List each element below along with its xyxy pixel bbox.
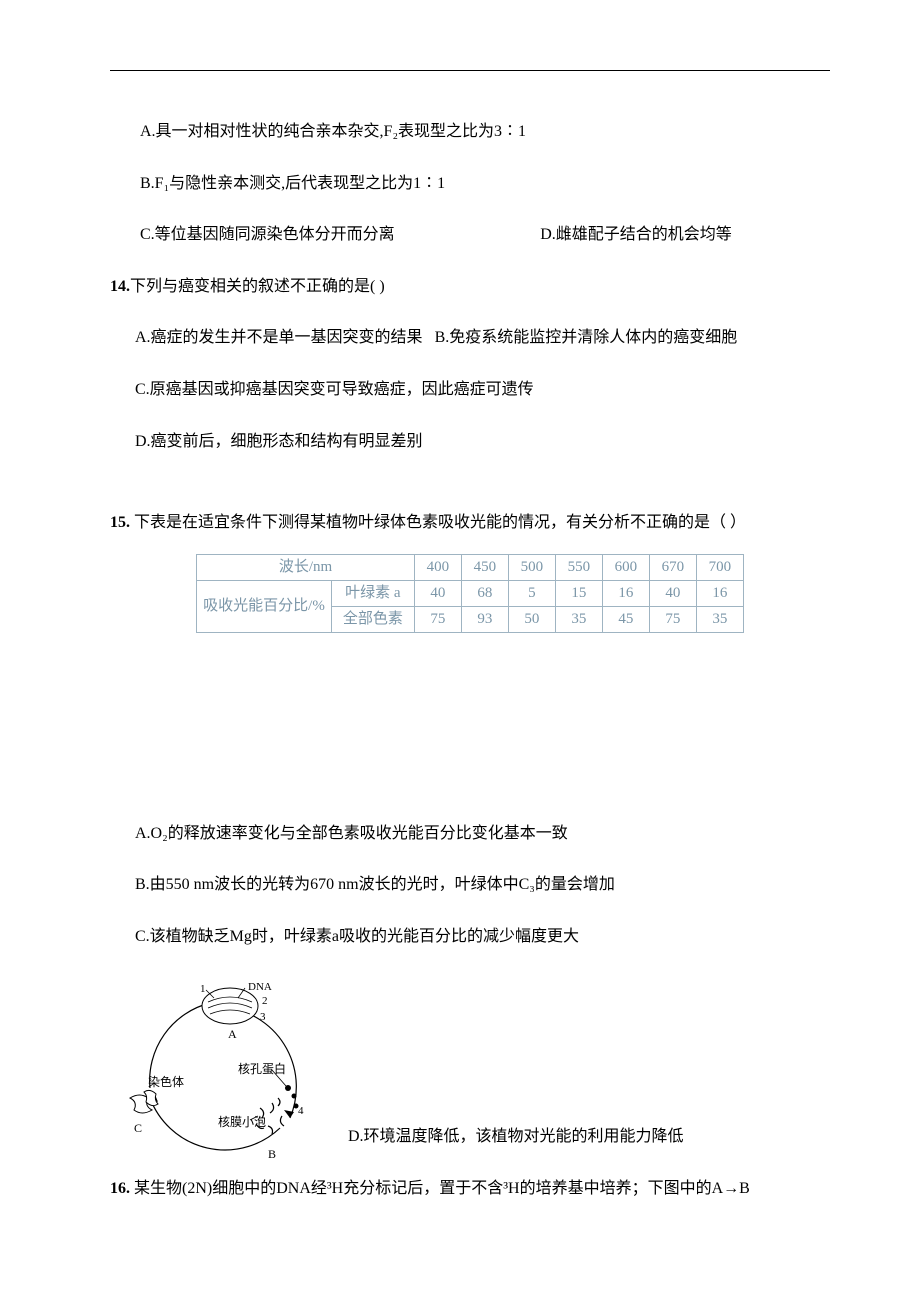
wl-5: 670 [649,554,696,580]
q15-option-b: B.由550 nm波长的光转为670 nm波长的光时，叶绿体中C₃的量会增加 [110,864,830,906]
r2-5: 75 [649,606,696,632]
fig-dna-label: DNA [248,981,272,993]
q13-option-b: B.F₁与隐性亲本测交,后代表现型之比为1∶1 [110,163,830,205]
q15-option-a: A.O₂的释放速率变化与全部色素吸收光能百分比变化基本一致 [110,813,830,855]
q15-stem: 15. 下表是在适宜条件下测得某植物叶绿体色素吸收光能的情况，有关分析不正确的是… [110,502,830,544]
table-row: 吸收光能百分比/% 叶绿素 a 40 68 5 15 16 40 16 [197,580,744,606]
q13-options-cd-row: C.等位基因随同源染色体分开而分离 D.雌雄配子结合的机会均等 [110,214,830,256]
th-group: 吸收光能百分比/% [197,580,332,632]
wl-6: 700 [696,554,743,580]
q15-figure-row: DNA 1 2 3 A 4 核孔蛋白 核膜小泡 B [110,968,830,1168]
r1-5: 40 [649,580,696,606]
r2-4: 45 [602,606,649,632]
fig-n4: 4 [298,1105,304,1117]
q15-number: 15. [110,514,130,531]
q16-number: 16. [110,1180,130,1197]
absorption-table: 波长/nm 400 450 500 550 600 670 700 吸收光能百分… [196,554,744,633]
q16-stem: 16. 某生物(2N)细胞中的DNA经³H充分标记后，置于不含³H的培养基中培养… [110,1168,830,1210]
q13-option-c: C.等位基因随同源染色体分开而分离 [140,214,540,256]
q16-stem-text: 某生物(2N)细胞中的DNA经³H充分标记后，置于不含³H的培养基中培养；下图中… [134,1180,750,1197]
q15-stem-text: 下表是在适宜条件下测得某植物叶绿体色素吸收光能的情况，有关分析不正确的是（ ） [134,514,746,531]
wl-1: 450 [461,554,508,580]
q14-option-d: D.癌变前后，细胞形态和结构有明显差别 [110,421,830,463]
q14-option-a: A.癌症的发生并不是单一基因突变的结果 [135,329,423,346]
top-rule [110,70,830,71]
fig-chromosome: 染色体 [148,1074,184,1089]
r1-3: 15 [555,580,602,606]
r1-1: 68 [461,580,508,606]
q14-stem-text: 下列与癌变相关的叙述不正确的是( ) [130,278,385,295]
r2-0: 75 [414,606,461,632]
fig-vesicle: 核膜小泡 [218,1115,266,1129]
r1-6: 16 [696,580,743,606]
r2-3: 35 [555,606,602,632]
q14-option-b: B.免疫系统能监控并清除人体内的癌变细胞 [435,329,738,346]
r1-2: 5 [508,580,555,606]
wl-2: 500 [508,554,555,580]
q14-number: 14. [110,278,130,295]
cell-cycle-diagram: DNA 1 2 3 A 4 核孔蛋白 核膜小泡 B [110,968,340,1168]
r1-0: 40 [414,580,461,606]
wl-0: 400 [414,554,461,580]
q13-option-d: D.雌雄配子结合的机会均等 [540,214,830,256]
wl-4: 600 [602,554,649,580]
r2-2: 50 [508,606,555,632]
fig-n3: 3 [260,1011,266,1023]
q15-option-d: D.环境温度降低，该植物对光能的利用能力降低 [340,1116,684,1158]
wl-3: 550 [555,554,602,580]
r2-6: 35 [696,606,743,632]
table-row: 波长/nm 400 450 500 550 600 670 700 [197,554,744,580]
fig-A: A [228,1027,237,1041]
row1-label: 叶绿素 a [331,580,414,606]
row2-label: 全部色素 [331,606,414,632]
q14-options-ab: A.癌症的发生并不是单一基因突变的结果 B.免疫系统能监控并清除人体内的癌变细胞 [110,317,830,359]
q14-stem: 14.下列与癌变相关的叙述不正确的是( ) [110,266,830,308]
q14-option-c: C.原癌基因或抑癌基因突变可导致癌症，因此癌症可遗传 [110,369,830,411]
r1-4: 16 [602,580,649,606]
q13-option-a: A.具一对相对性状的纯合亲本杂交,F₂表现型之比为3∶1 [110,111,830,153]
th-wavelength: 波长/nm [197,554,415,580]
q15-option-c: C.该植物缺乏Mg时，叶绿素a吸收的光能百分比的减少幅度更大 [110,916,830,958]
fig-n1: 1 [200,983,206,995]
fig-B: B [268,1147,276,1161]
fig-n2: 2 [262,995,268,1007]
fig-nucleopore: 核孔蛋白 [238,1061,286,1076]
r2-1: 93 [461,606,508,632]
spacer [110,472,830,502]
fig-C: C [134,1121,142,1135]
spacer [110,633,830,813]
